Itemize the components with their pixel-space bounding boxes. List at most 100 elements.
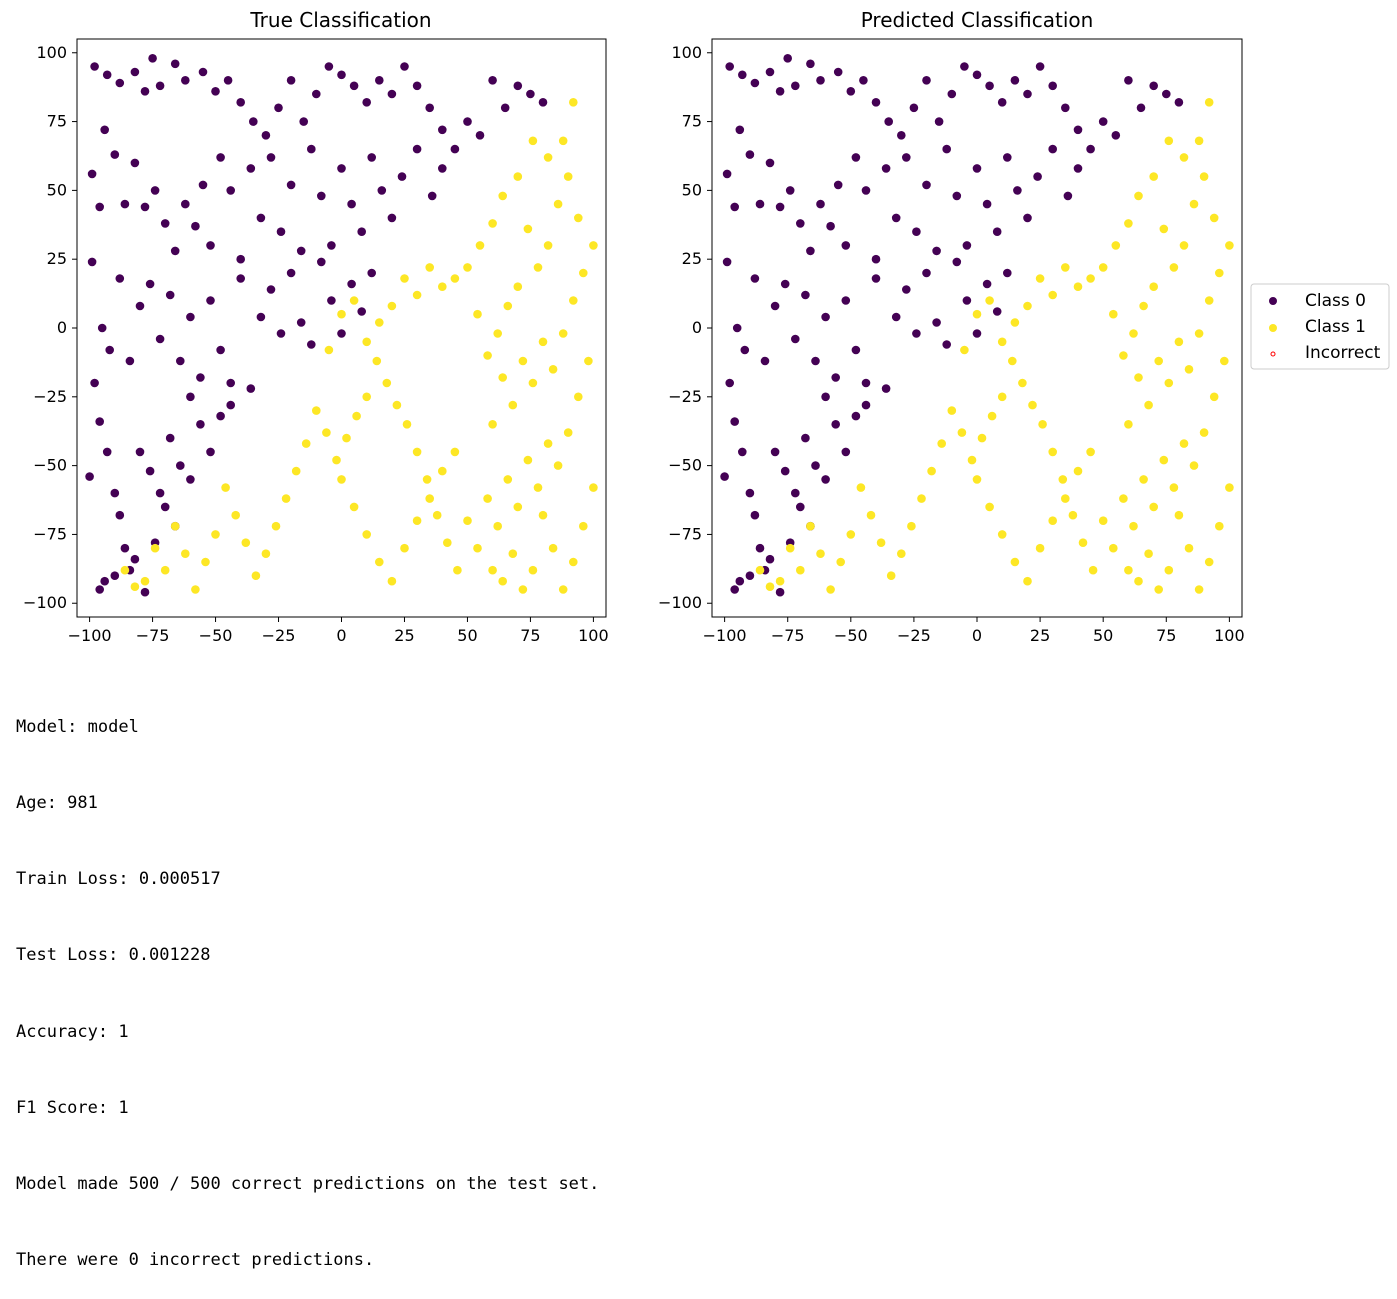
true-point-class-1-42 [584, 356, 593, 366]
predicted-point-class-0-82 [811, 356, 820, 366]
predicted-point-class-1-43 [1209, 392, 1219, 402]
predicted-point-class-0-112 [791, 488, 800, 498]
true-point-class-1-7 [475, 241, 485, 250]
predicted-point-class-0-67 [1013, 186, 1022, 195]
predicted-point-class-0-14 [897, 131, 906, 140]
predicted-point-class-1-27 [1139, 301, 1148, 311]
true-point-class-0-6 [155, 81, 165, 91]
true-point-class-0-69 [397, 172, 407, 181]
true-point-class-1-57 [432, 510, 442, 520]
true-point-class-1-47 [533, 483, 543, 492]
predicted-point-class-0-16 [922, 76, 931, 85]
true-point-class-0-5 [148, 54, 157, 63]
predicted-y-tick-label-4: 0 [692, 318, 702, 337]
true-point-class-0-41 [120, 199, 130, 209]
true-point-class-1-76 [241, 538, 251, 547]
predicted-point-class-0-93 [922, 268, 931, 278]
predicted-point-class-0-5 [783, 54, 792, 63]
true-point-class-1-70 [301, 439, 311, 448]
predicted-point-class-0-122 [735, 576, 745, 586]
predicted-point-class-1-68 [957, 428, 967, 437]
true-point-class-1-100 [579, 521, 588, 531]
legend-label-class-0: Class 0 [1305, 291, 1366, 311]
predicted-point-class-1-107 [1144, 549, 1153, 558]
true-point-class-1-62 [382, 378, 392, 388]
predicted-point-class-0-120 [775, 587, 785, 597]
true-classification-plot: True Classification −100 −75 −50 −25 0 25 50 75… [23, 8, 609, 645]
predicted-point-class-0-118 [851, 411, 861, 421]
predicted-point-class-0-18 [947, 89, 957, 99]
predicted-point-class-1-75 [886, 571, 896, 580]
true-point-class-0-99 [347, 279, 356, 289]
true-point-class-1-74 [261, 549, 271, 558]
legend-marker-incorrect [1270, 351, 1276, 357]
true-point-class-0-26 [412, 81, 422, 91]
true-point-class-0-16 [286, 76, 296, 85]
predicted-point-class-1-15 [1010, 318, 1020, 327]
true-point-class-0-38 [95, 202, 104, 212]
true-point-class-1-8 [463, 263, 472, 272]
predicted-x-tick-label-4: 0 [972, 626, 982, 645]
predicted-point-class-0-26 [1048, 81, 1057, 91]
true-point-class-1-39 [508, 400, 518, 410]
true-point-class-1-79 [211, 530, 220, 539]
predicted-point-class-1-6 [1124, 219, 1133, 228]
true-point-class-1-107 [508, 549, 518, 558]
predicted-point-class-1-84 [796, 565, 805, 575]
true-point-class-1-41 [488, 420, 497, 429]
predicted-point-class-0-11 [859, 76, 868, 85]
true-point-class-0-98 [337, 329, 346, 338]
predicted-point-class-1-3 [1164, 136, 1174, 146]
output-line-f1-score: F1 Score: 1 [16, 1097, 129, 1118]
predicted-point-class-1-19 [960, 345, 969, 355]
predicted-point-class-0-59 [932, 246, 941, 256]
legend-marker-class-0 [1269, 297, 1277, 305]
true-point-class-1-32 [579, 268, 588, 278]
predicted-point-class-0-42 [765, 158, 775, 168]
true-point-class-1-99 [589, 483, 598, 492]
true-point-class-0-52 [226, 186, 235, 195]
true-point-class-0-76 [115, 274, 125, 283]
predicted-point-class-1-57 [1068, 510, 1078, 520]
true-point-class-1-87 [130, 582, 140, 591]
predicted-point-class-1-72 [917, 494, 926, 503]
predicted-point-class-1-82 [816, 549, 825, 558]
true-point-class-1-103 [548, 543, 558, 553]
predicted-point-class-0-33 [1136, 103, 1146, 113]
output-line-correct-predictions: Model made 500 / 500 correct predictions… [16, 1174, 600, 1195]
true-point-class-0-3 [130, 67, 140, 77]
true-point-class-1-93 [387, 576, 397, 586]
predicted-point-class-0-29 [1086, 144, 1095, 154]
predicted-point-class-1-29 [1119, 351, 1128, 360]
predicted-point-class-0-107 [755, 543, 765, 553]
predicted-point-class-1-89 [972, 475, 982, 484]
true-point-class-1-88 [120, 565, 130, 575]
true-plot-points [85, 54, 598, 597]
true-point-class-0-32 [488, 76, 497, 85]
true-point-class-0-61 [317, 191, 326, 201]
true-point-class-0-37 [87, 169, 97, 179]
predicted-point-class-0-121 [765, 554, 775, 564]
true-x-tick-label-3: −25 [262, 626, 296, 645]
true-point-class-1-9 [450, 274, 460, 283]
true-point-class-0-91 [266, 285, 276, 294]
predicted-point-class-1-101 [1204, 557, 1214, 567]
predicted-point-class-1-91 [997, 530, 1007, 539]
true-y-tick-label-6: 50 [47, 180, 67, 199]
predicted-point-class-0-123 [730, 585, 739, 594]
true-point-class-1-52 [483, 494, 492, 503]
predicted-point-class-1-78 [856, 483, 866, 492]
predicted-point-class-0-89 [881, 384, 891, 393]
true-point-class-0-82 [176, 356, 185, 366]
predicted-point-class-0-53 [871, 254, 881, 264]
true-point-class-1-109 [488, 565, 497, 575]
predicted-point-class-1-83 [806, 521, 815, 531]
predicted-point-class-0-100 [992, 307, 1002, 316]
predicted-point-class-0-106 [750, 510, 760, 520]
predicted-point-class-0-102 [720, 472, 729, 481]
true-point-class-1-23 [543, 241, 553, 250]
true-y-tick-label-8: 100 [36, 43, 67, 62]
predicted-point-class-0-3 [765, 67, 775, 77]
true-point-class-1-4 [513, 172, 523, 181]
predicted-point-class-1-80 [836, 557, 845, 567]
